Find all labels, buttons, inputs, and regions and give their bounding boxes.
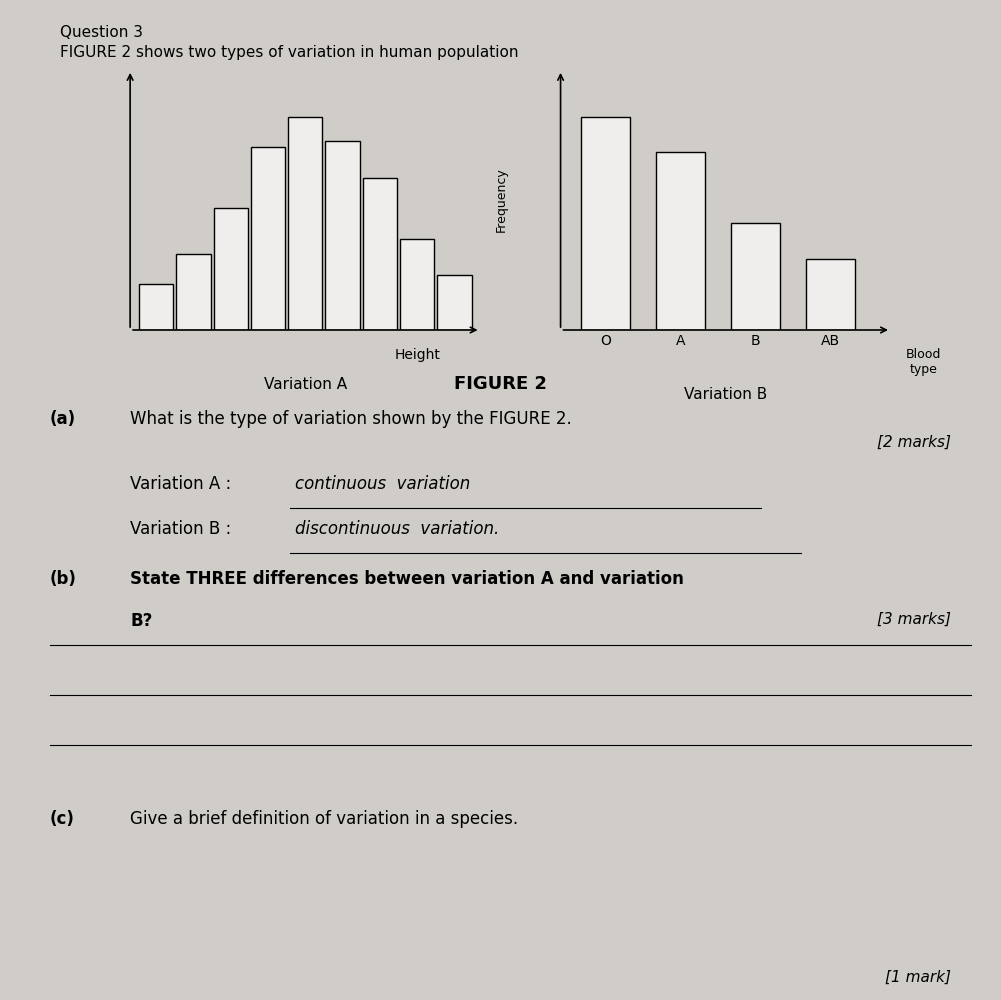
Bar [582, 117, 630, 330]
Text: Blood
type: Blood type [906, 348, 942, 376]
Text: B?: B? [130, 612, 152, 630]
Bar [251, 147, 285, 330]
Text: Variation A: Variation A [263, 377, 347, 392]
Text: Variation B: Variation B [684, 387, 768, 402]
Bar [362, 178, 397, 330]
Text: Variation A :: Variation A : [130, 475, 231, 493]
Text: FIGURE 2: FIGURE 2 [454, 375, 547, 393]
Bar [400, 239, 434, 330]
Bar [213, 208, 248, 330]
Bar [437, 275, 471, 330]
Text: [1 mark]: [1 mark] [885, 970, 951, 985]
Text: discontinuous  variation.: discontinuous variation. [295, 520, 499, 538]
Bar [732, 223, 780, 330]
Text: [2 marks]: [2 marks] [877, 435, 951, 450]
Text: Height: Height [394, 348, 440, 362]
Text: (c): (c) [50, 810, 75, 828]
Text: FIGURE 2 shows two types of variation in human population: FIGURE 2 shows two types of variation in… [60, 45, 519, 60]
Text: (b): (b) [50, 570, 77, 588]
Text: Give a brief definition of variation in a species.: Give a brief definition of variation in … [130, 810, 519, 828]
Text: What is the type of variation shown by the FIGURE 2.: What is the type of variation shown by t… [130, 410, 572, 428]
Text: continuous  variation: continuous variation [295, 475, 470, 493]
Bar [657, 152, 705, 330]
Bar [807, 259, 855, 330]
Bar [325, 141, 359, 330]
Bar [139, 284, 173, 330]
Text: (a): (a) [50, 410, 76, 428]
Text: [3 marks]: [3 marks] [877, 612, 951, 627]
Text: State THREE differences between variation A and variation: State THREE differences between variatio… [130, 570, 684, 588]
Bar [288, 117, 322, 330]
Text: Variation B :: Variation B : [130, 520, 231, 538]
Text: Frequency: Frequency [494, 168, 508, 232]
Text: Question 3: Question 3 [60, 25, 143, 40]
Bar [176, 254, 210, 330]
